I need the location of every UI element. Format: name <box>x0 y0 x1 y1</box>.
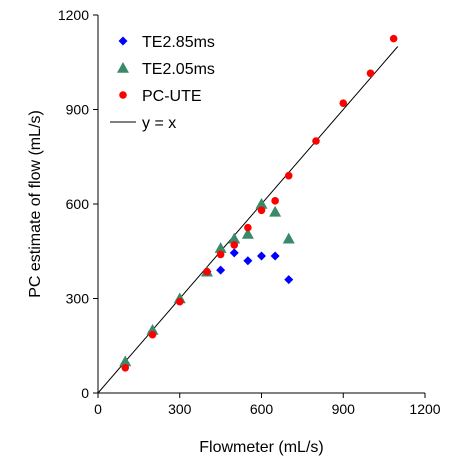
y-tick-label: 900 <box>66 102 90 118</box>
diamond-point <box>229 248 239 258</box>
x-tick-label: 900 <box>332 401 356 417</box>
diamond-point <box>284 275 294 285</box>
legend: TE2.85ms TE2.05ms PC-UTE y = x <box>110 34 215 132</box>
legend-label: PC-UTE <box>142 88 202 105</box>
triangle-point <box>214 242 227 253</box>
y-axis-title: PC estimate of flow (mL/s) <box>27 110 44 298</box>
legend-label: TE2.85ms <box>142 34 215 51</box>
circle-point <box>339 99 348 107</box>
circle-point <box>175 297 184 306</box>
y-tick-label: 0 <box>81 385 89 401</box>
circle-point <box>389 34 398 43</box>
legend-label: y = x <box>142 115 176 132</box>
diamond-point <box>257 251 266 261</box>
circle-point <box>121 364 130 372</box>
triangle-point <box>119 355 132 367</box>
axes: 0 300 600 900 1200 0 300 600 900 1200 <box>58 7 441 417</box>
triangle-point <box>228 232 241 244</box>
circle-point <box>284 171 293 180</box>
circle-point <box>230 241 239 249</box>
circle-point <box>244 223 252 232</box>
circle-point <box>257 206 266 215</box>
x-tick-label: 300 <box>168 401 192 417</box>
x-axis-title: Flowmeter (mL/s) <box>199 439 323 456</box>
circle-point <box>366 69 375 78</box>
circle-point <box>271 197 279 205</box>
diamond-point <box>270 251 280 261</box>
triangle-point <box>241 227 254 239</box>
y-tick-label: 1200 <box>58 7 89 23</box>
circle-point <box>203 267 211 276</box>
triangle-point <box>146 324 159 335</box>
triangle-point <box>282 232 295 244</box>
circle-point <box>148 330 157 339</box>
y-tick-label: 600 <box>66 196 90 212</box>
legend-circle-swatch <box>119 91 127 99</box>
triangle-point <box>269 205 282 217</box>
y-tick-label: 300 <box>66 291 90 307</box>
legend-triangle-swatch <box>117 62 129 73</box>
x-tick-label: 0 <box>94 401 102 417</box>
x-tick-label: 1200 <box>409 401 440 417</box>
x-tick-label: 600 <box>250 401 274 417</box>
triangle-point <box>255 198 268 209</box>
circle-point <box>312 137 320 145</box>
diamond-point <box>216 265 226 275</box>
identity-line <box>97 46 399 394</box>
diamond-point <box>243 256 253 266</box>
legend-label: TE2.05ms <box>142 61 215 78</box>
chart-marks <box>97 34 399 394</box>
legend-diamond-swatch <box>118 36 128 46</box>
circle-point <box>216 250 225 259</box>
